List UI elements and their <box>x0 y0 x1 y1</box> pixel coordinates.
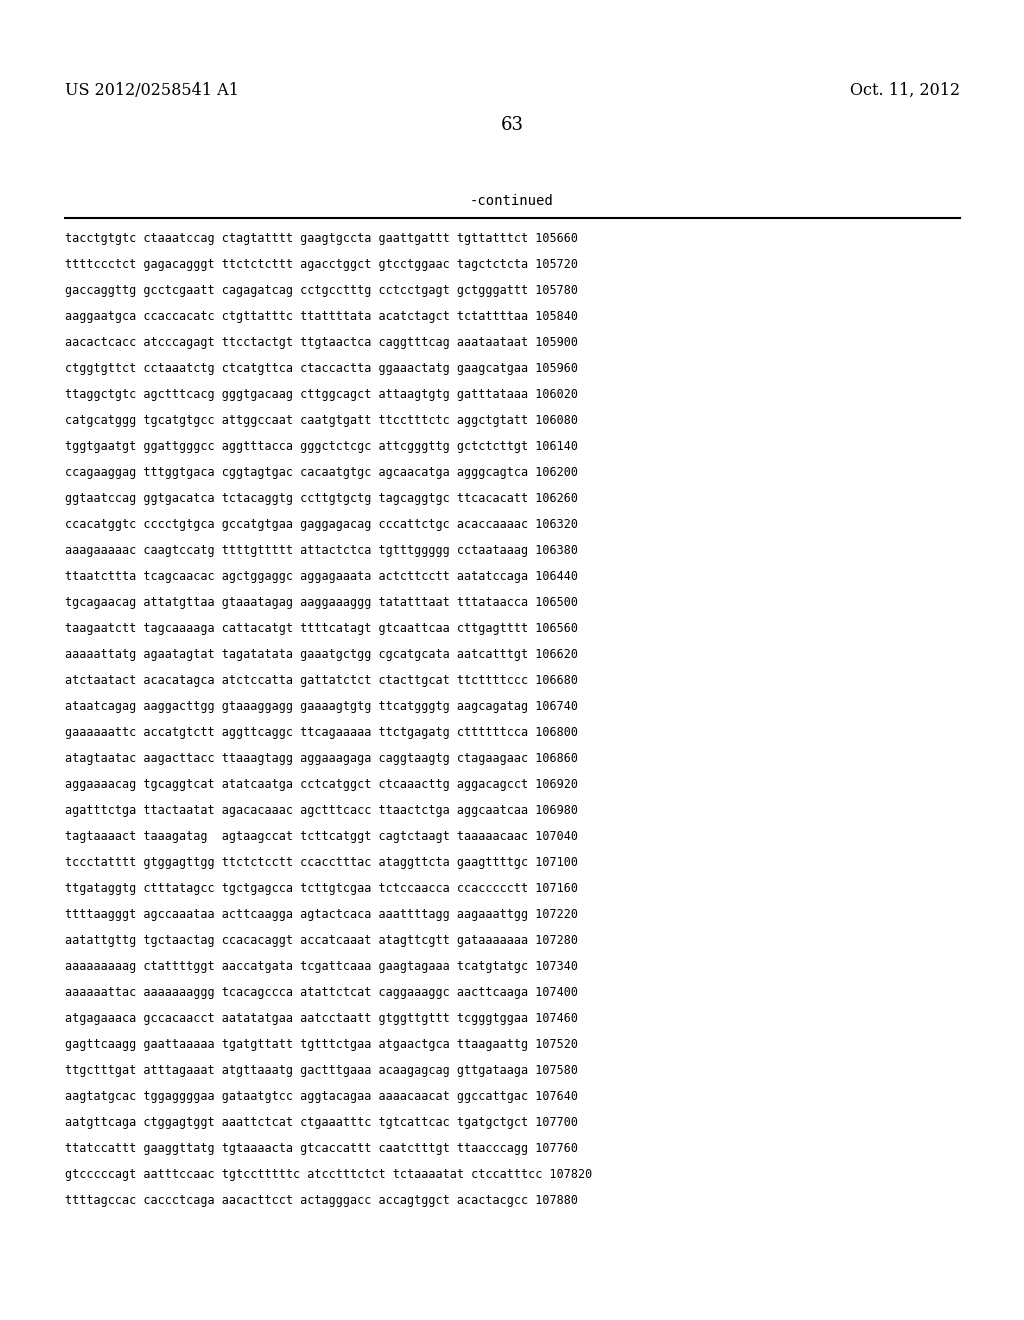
Text: aggaaaacag tgcaggtcat atatcaatga cctcatggct ctcaaacttg aggacagcct 106920: aggaaaacag tgcaggtcat atatcaatga cctcatg… <box>65 777 578 791</box>
Text: atctaatact acacatagca atctccatta gattatctct ctacttgcat ttcttttccc 106680: atctaatact acacatagca atctccatta gattatc… <box>65 675 578 686</box>
Text: atagtaatac aagacttacc ttaaagtagg aggaaagaga caggtaagtg ctagaagaac 106860: atagtaatac aagacttacc ttaaagtagg aggaaag… <box>65 752 578 766</box>
Text: ttgctttgat atttagaaat atgttaaatg gactttgaaa acaagagcag gttgataaga 107580: ttgctttgat atttagaaat atgttaaatg gactttg… <box>65 1064 578 1077</box>
Text: Oct. 11, 2012: Oct. 11, 2012 <box>850 82 961 99</box>
Text: aaaaaattac aaaaaaaggg tcacagccca atattctcat caggaaaggc aacttcaaga 107400: aaaaaattac aaaaaaaggg tcacagccca atattct… <box>65 986 578 999</box>
Text: aagtatgcac tggaggggaa gataatgtcc aggtacagaa aaaacaacat ggccattgac 107640: aagtatgcac tggaggggaa gataatgtcc aggtaca… <box>65 1090 578 1104</box>
Text: ttatccattt gaaggttatg tgtaaaacta gtcaccattt caatctttgt ttaacccagg 107760: ttatccattt gaaggttatg tgtaaaacta gtcacca… <box>65 1142 578 1155</box>
Text: -continued: -continued <box>470 194 554 209</box>
Text: ccacatggtc cccctgtgca gccatgtgaa gaggagacag cccattctgc acaccaaaac 106320: ccacatggtc cccctgtgca gccatgtgaa gaggaga… <box>65 517 578 531</box>
Text: gtcccccagt aatttccaac tgtcctttttc atcctttctct tctaaaatat ctccatttcc 107820: gtcccccagt aatttccaac tgtcctttttc atcctt… <box>65 1168 592 1181</box>
Text: aatgttcaga ctggagtggt aaattctcat ctgaaatttc tgtcattcac tgatgctgct 107700: aatgttcaga ctggagtggt aaattctcat ctgaaat… <box>65 1115 578 1129</box>
Text: aaaaattatg agaatagtat tagatatata gaaatgctgg cgcatgcata aatcatttgt 106620: aaaaattatg agaatagtat tagatatata gaaatgc… <box>65 648 578 661</box>
Text: gaaaaaattc accatgtctt aggttcaggc ttcagaaaaa ttctgagatg cttttttcca 106800: gaaaaaattc accatgtctt aggttcaggc ttcagaa… <box>65 726 578 739</box>
Text: ttttccctct gagacagggt ttctctcttt agacctggct gtcctggaac tagctctcta 105720: ttttccctct gagacagggt ttctctcttt agacctg… <box>65 257 578 271</box>
Text: tgcagaacag attatgttaa gtaaatagag aaggaaaggg tatatttaat tttataacca 106500: tgcagaacag attatgttaa gtaaatagag aaggaaa… <box>65 597 578 609</box>
Text: US 2012/0258541 A1: US 2012/0258541 A1 <box>65 82 239 99</box>
Text: ctggtgttct cctaaatctg ctcatgttca ctaccactta ggaaactatg gaagcatgaa 105960: ctggtgttct cctaaatctg ctcatgttca ctaccac… <box>65 362 578 375</box>
Text: gaccaggttg gcctcgaatt cagagatcag cctgcctttg cctcctgagt gctgggattt 105780: gaccaggttg gcctcgaatt cagagatcag cctgcct… <box>65 284 578 297</box>
Text: aaagaaaaac caagtccatg ttttgttttt attactctca tgtttggggg cctaataaag 106380: aaagaaaaac caagtccatg ttttgttttt attactc… <box>65 544 578 557</box>
Text: aatattgttg tgctaactag ccacacaggt accatcaaat atagttcgtt gataaaaaaa 107280: aatattgttg tgctaactag ccacacaggt accatca… <box>65 935 578 946</box>
Text: ttgataggtg ctttatagcc tgctgagcca tcttgtcgaa tctccaacca ccaccccctt 107160: ttgataggtg ctttatagcc tgctgagcca tcttgtc… <box>65 882 578 895</box>
Text: ggtaatccag ggtgacatca tctacaggtg ccttgtgctg tagcaggtgc ttcacacatt 106260: ggtaatccag ggtgacatca tctacaggtg ccttgtg… <box>65 492 578 506</box>
Text: atgagaaaca gccacaacct aatatatgaa aatcctaatt gtggttgttt tcgggtggaa 107460: atgagaaaca gccacaacct aatatatgaa aatccta… <box>65 1012 578 1026</box>
Text: aaaaaaaaag ctattttggt aaccatgata tcgattcaaa gaagtagaaa tcatgtatgc 107340: aaaaaaaaag ctattttggt aaccatgata tcgattc… <box>65 960 578 973</box>
Text: ataatcagag aaggacttgg gtaaaggagg gaaaagtgtg ttcatgggtg aagcagatag 106740: ataatcagag aaggacttgg gtaaaggagg gaaaagt… <box>65 700 578 713</box>
Text: ttaggctgtc agctttcacg gggtgacaag cttggcagct attaagtgtg gatttataaa 106020: ttaggctgtc agctttcacg gggtgacaag cttggca… <box>65 388 578 401</box>
Text: catgcatggg tgcatgtgcc attggccaat caatgtgatt ttcctttctc aggctgtatt 106080: catgcatggg tgcatgtgcc attggccaat caatgtg… <box>65 414 578 426</box>
Text: ttttagccac caccctcaga aacacttcct actagggacc accagtggct acactacgcc 107880: ttttagccac caccctcaga aacacttcct actaggg… <box>65 1195 578 1206</box>
Text: ttaatcttta tcagcaacac agctggaggc aggagaaata actcttcctt aatatccaga 106440: ttaatcttta tcagcaacac agctggaggc aggagaa… <box>65 570 578 583</box>
Text: tccctatttt gtggagttgg ttctctcctt ccacctttac ataggttcta gaagttttgc 107100: tccctatttt gtggagttgg ttctctcctt ccacctt… <box>65 855 578 869</box>
Text: ttttaagggt agccaaataa acttcaagga agtactcaca aaattttagg aagaaattgg 107220: ttttaagggt agccaaataa acttcaagga agtactc… <box>65 908 578 921</box>
Text: gagttcaagg gaattaaaaa tgatgttatt tgtttctgaa atgaactgca ttaagaattg 107520: gagttcaagg gaattaaaaa tgatgttatt tgtttct… <box>65 1038 578 1051</box>
Text: agatttctga ttactaatat agacacaaac agctttcacc ttaactctga aggcaatcaa 106980: agatttctga ttactaatat agacacaaac agctttc… <box>65 804 578 817</box>
Text: taagaatctt tagcaaaaga cattacatgt ttttcatagt gtcaattcaa cttgagtttt 106560: taagaatctt tagcaaaaga cattacatgt ttttcat… <box>65 622 578 635</box>
Text: ccagaaggag tttggtgaca cggtagtgac cacaatgtgc agcaacatga agggcagtca 106200: ccagaaggag tttggtgaca cggtagtgac cacaatg… <box>65 466 578 479</box>
Text: tggtgaatgt ggattgggcc aggtttacca gggctctcgc attcgggttg gctctcttgt 106140: tggtgaatgt ggattgggcc aggtttacca gggctct… <box>65 440 578 453</box>
Text: tacctgtgtc ctaaatccag ctagtatttt gaagtgccta gaattgattt tgttatttct 105660: tacctgtgtc ctaaatccag ctagtatttt gaagtgc… <box>65 232 578 246</box>
Text: tagtaaaact taaagatag  agtaagccat tcttcatggt cagtctaagt taaaaacaac 107040: tagtaaaact taaagatag agtaagccat tcttcatg… <box>65 830 578 843</box>
Text: aacactcacc atcccagagt ttcctactgt ttgtaactca caggtttcag aaataataat 105900: aacactcacc atcccagagt ttcctactgt ttgtaac… <box>65 337 578 348</box>
Text: 63: 63 <box>501 116 523 135</box>
Text: aaggaatgca ccaccacatc ctgttatttc ttattttata acatctagct tctattttaa 105840: aaggaatgca ccaccacatc ctgttatttc ttatttt… <box>65 310 578 323</box>
